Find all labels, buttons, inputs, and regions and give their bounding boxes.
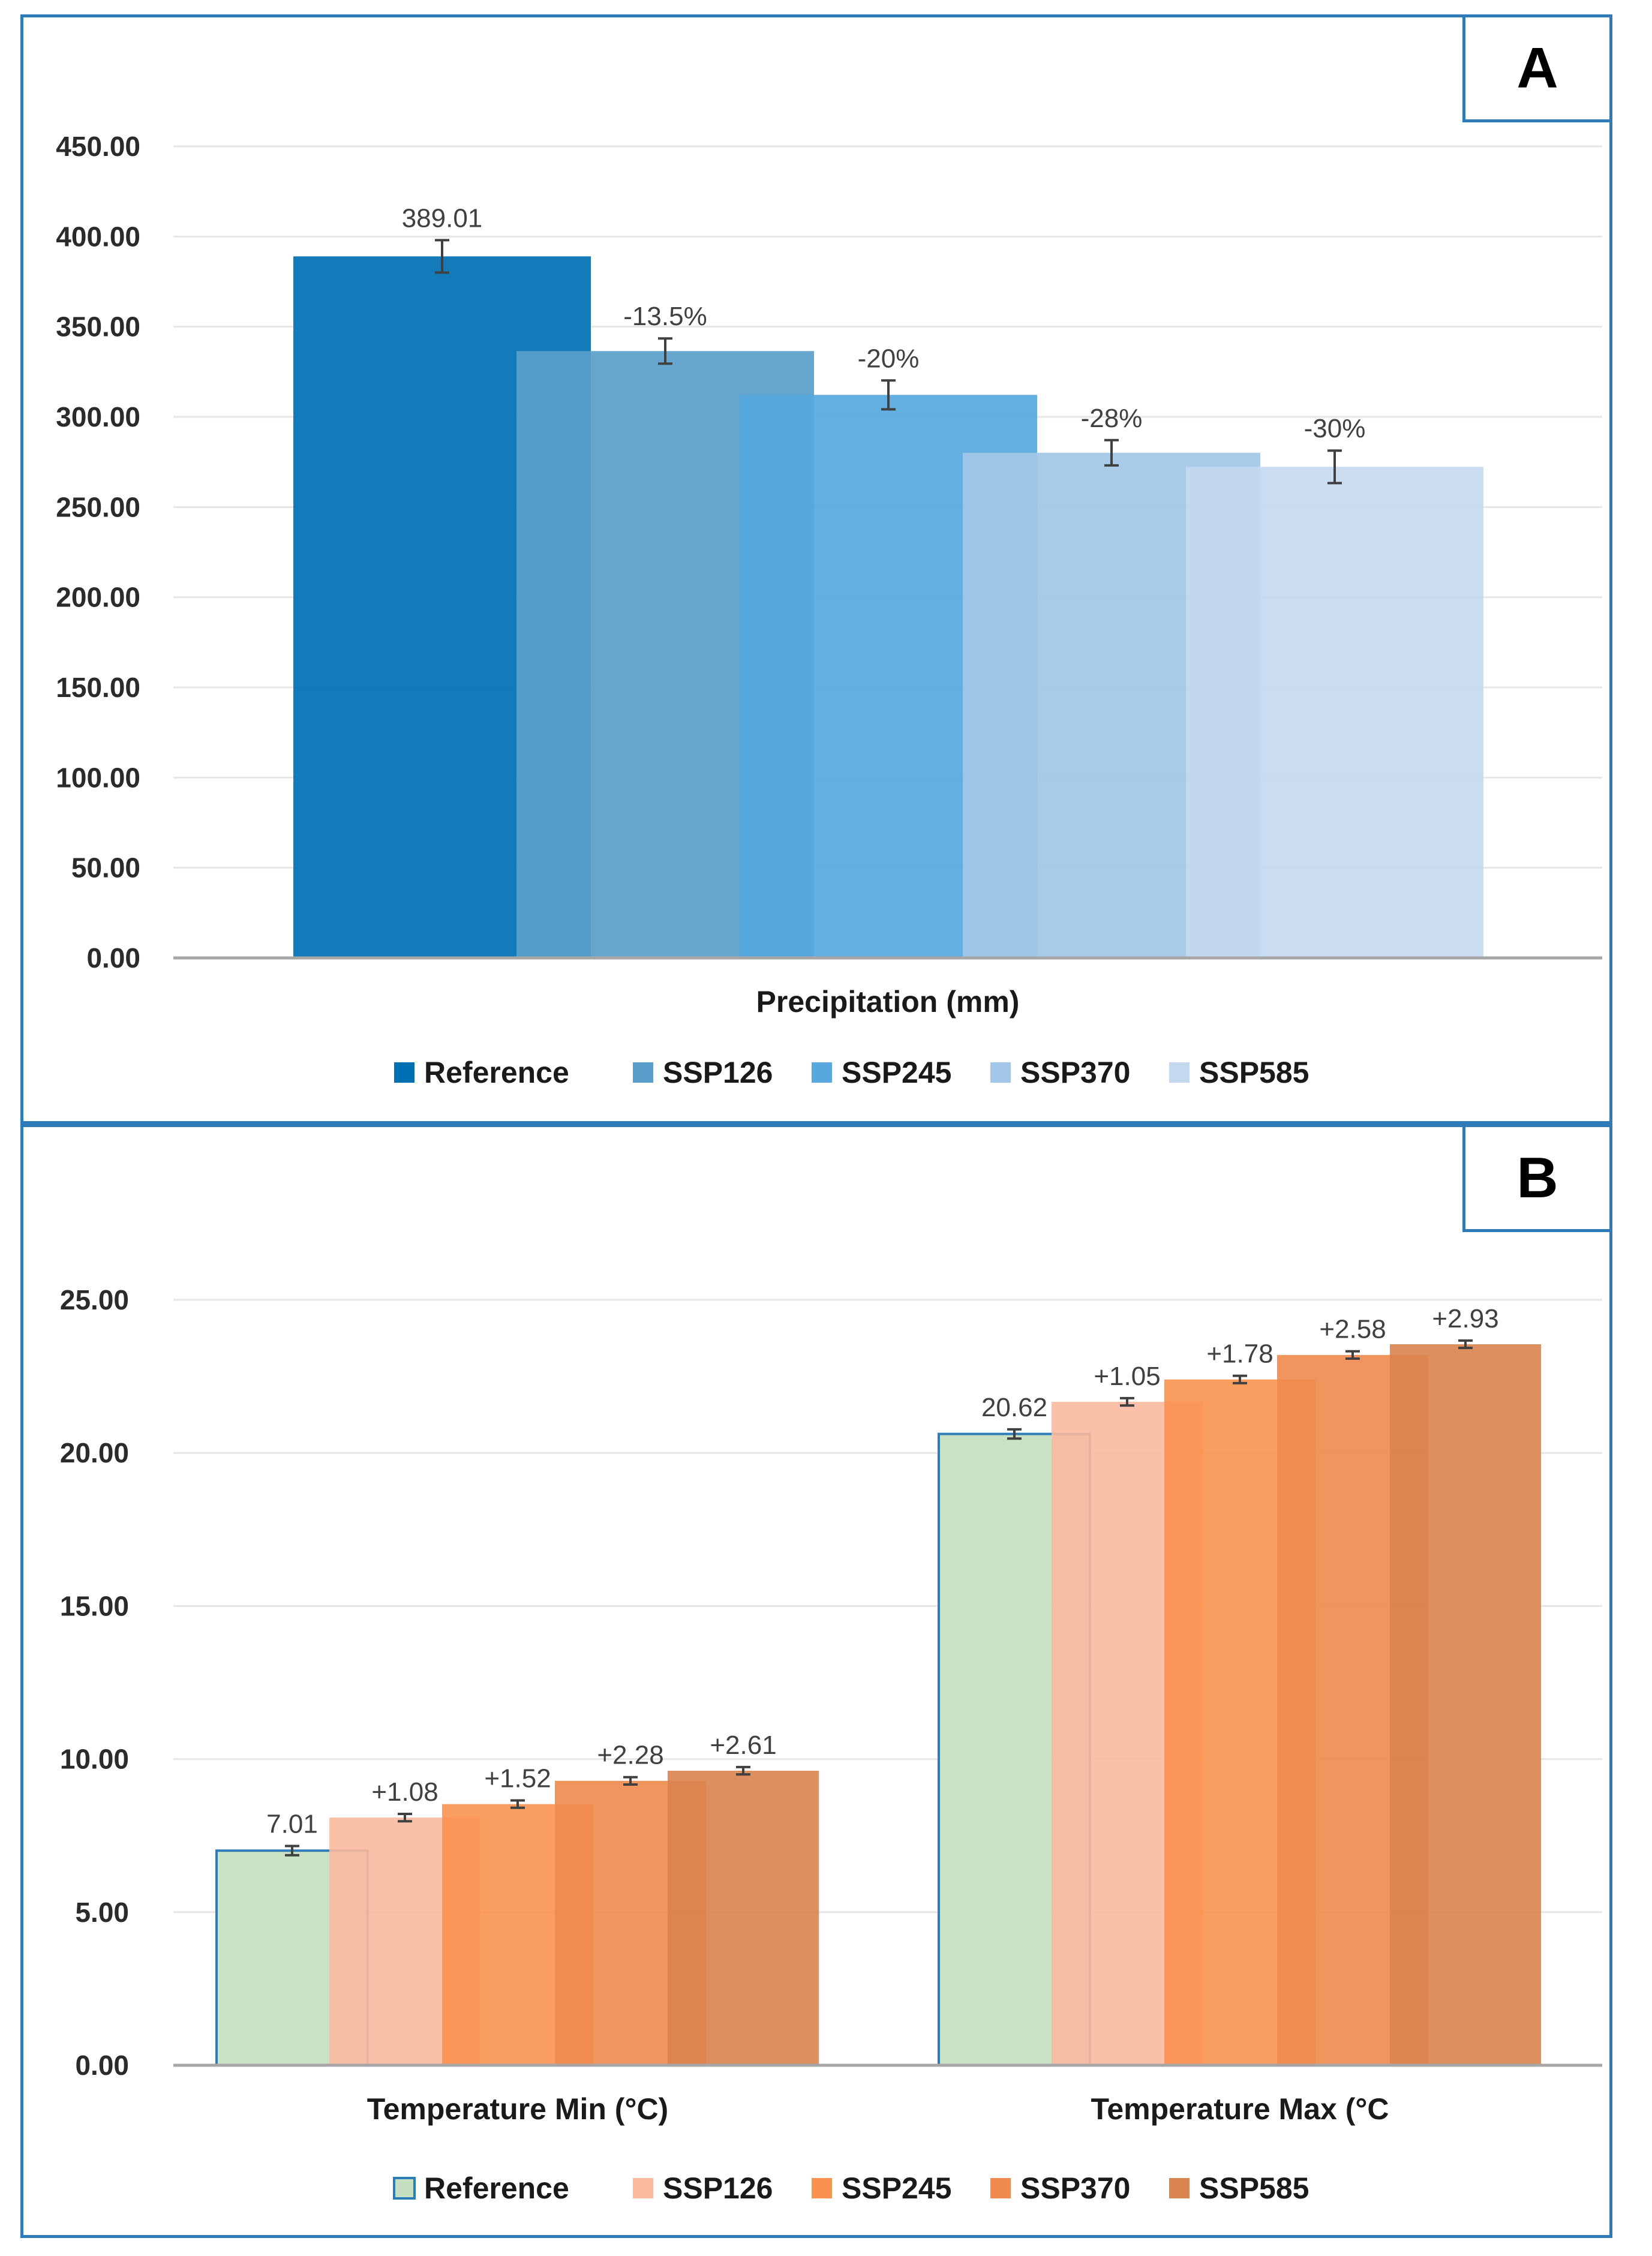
legend-swatch-reference — [394, 1062, 414, 1083]
legend-label-ssp245: SSP245 — [842, 1056, 951, 1089]
data-label-ssp245-group-1: +1.52 — [484, 1764, 551, 1794]
data-label-reference-group-2: 20.62 — [981, 1393, 1047, 1422]
data-label-ssp370-group-1: +2.28 — [597, 1741, 663, 1770]
y-tick-label: 400.00 — [56, 221, 140, 252]
legend-swatch-reference — [393, 2177, 416, 2200]
y-tick-label: 100.00 — [56, 762, 140, 793]
legend-swatch-ssp585 — [1169, 1062, 1190, 1083]
data-label-ssp126: -13.5% — [623, 302, 707, 331]
legend-swatch-ssp585 — [1169, 2178, 1190, 2198]
data-label-ssp585-group-1: +2.61 — [710, 1731, 776, 1760]
y-tick-label: 250.00 — [56, 491, 140, 522]
y-tick-label: 50.00 — [71, 852, 140, 884]
bar-ssp585 — [1186, 467, 1483, 958]
data-label-reference: 389.01 — [402, 203, 483, 233]
legend-swatch-ssp126 — [633, 1062, 653, 1083]
y-tick-label: 10.00 — [60, 1744, 129, 1775]
y-tick-label: 20.00 — [60, 1437, 129, 1468]
legend-swatch-ssp370 — [990, 1062, 1011, 1083]
data-label-ssp245: -20% — [858, 344, 920, 373]
y-tick-label: 0.00 — [75, 2050, 129, 2081]
panel-label-a: A — [1462, 14, 1612, 122]
legend-label-ssp370: SSP370 — [1020, 1056, 1130, 1089]
category-label-2: Temperature Max (°C — [1091, 2092, 1389, 2126]
data-label-ssp370-group-2: +2.58 — [1319, 1315, 1386, 1344]
legend-swatch-ssp370 — [990, 2178, 1011, 2198]
y-tick-label: 450.00 — [56, 131, 140, 162]
data-label-ssp370: -28% — [1081, 404, 1143, 433]
legend-label-ssp370: SSP370 — [1020, 2171, 1130, 2205]
y-tick-label: 350.00 — [56, 311, 140, 343]
legend-swatch-ssp245 — [812, 2178, 832, 2198]
y-tick-label: 25.00 — [60, 1284, 129, 1315]
legend-label-ssp126: SSP126 — [663, 2171, 773, 2205]
panel-a: A 0.00 50.00 100.00 150.00 200.00 250.00 300.0… — [20, 14, 1612, 1124]
y-tick-label: 15.00 — [60, 1590, 129, 1621]
temperature-chart: 0.00 5.00 10.00 15.00 20.00 25.00 7.01 +1.08 +1.… — [60, 1284, 1602, 2205]
legend-label-ssp245: SSP245 — [842, 2171, 951, 2205]
y-tick-label: 200.00 — [56, 582, 140, 613]
data-label-ssp585-group-2: +2.93 — [1432, 1304, 1498, 1333]
precipitation-chart: 0.00 50.00 100.00 150.00 200.00 250.00 300.00 3… — [56, 131, 1602, 1089]
legend-swatch-ssp245 — [812, 1062, 832, 1083]
legend-swatch-ssp126 — [633, 2178, 653, 2198]
bar-ssp585-group-1 — [668, 1770, 819, 2065]
panel-b: B 0.00 5.00 10.00 15.00 20.00 25.00 7.01 +1.08 +… — [20, 1124, 1612, 2238]
data-label-ssp245-group-2: +1.78 — [1206, 1339, 1273, 1369]
legend-label-ssp126: SSP126 — [663, 1056, 773, 1089]
legend-label-reference: Reference — [424, 1056, 569, 1089]
panel-label-b: B — [1462, 1124, 1612, 1232]
legend-label-reference: Reference — [424, 2171, 569, 2205]
data-label-ssp126-group-1: +1.08 — [371, 1777, 438, 1807]
bar-ssp585-group-2 — [1390, 1344, 1541, 2065]
y-tick-label: 300.00 — [56, 401, 140, 432]
category-label-1: Temperature Min (°C) — [367, 2092, 668, 2126]
data-label-ssp126-group-2: +1.05 — [1094, 1362, 1160, 1391]
y-tick-label: 5.00 — [75, 1897, 129, 1928]
y-tick-label: 0.00 — [86, 942, 140, 974]
x-axis-title: Precipitation (mm) — [756, 985, 1020, 1019]
legend-label-ssp585: SSP585 — [1199, 1056, 1309, 1089]
y-tick-label: 150.00 — [56, 672, 140, 703]
data-label-reference-group-1: 7.01 — [266, 1810, 318, 1839]
legend-label-ssp585: SSP585 — [1199, 2171, 1309, 2205]
data-label-ssp585: -30% — [1304, 414, 1366, 443]
